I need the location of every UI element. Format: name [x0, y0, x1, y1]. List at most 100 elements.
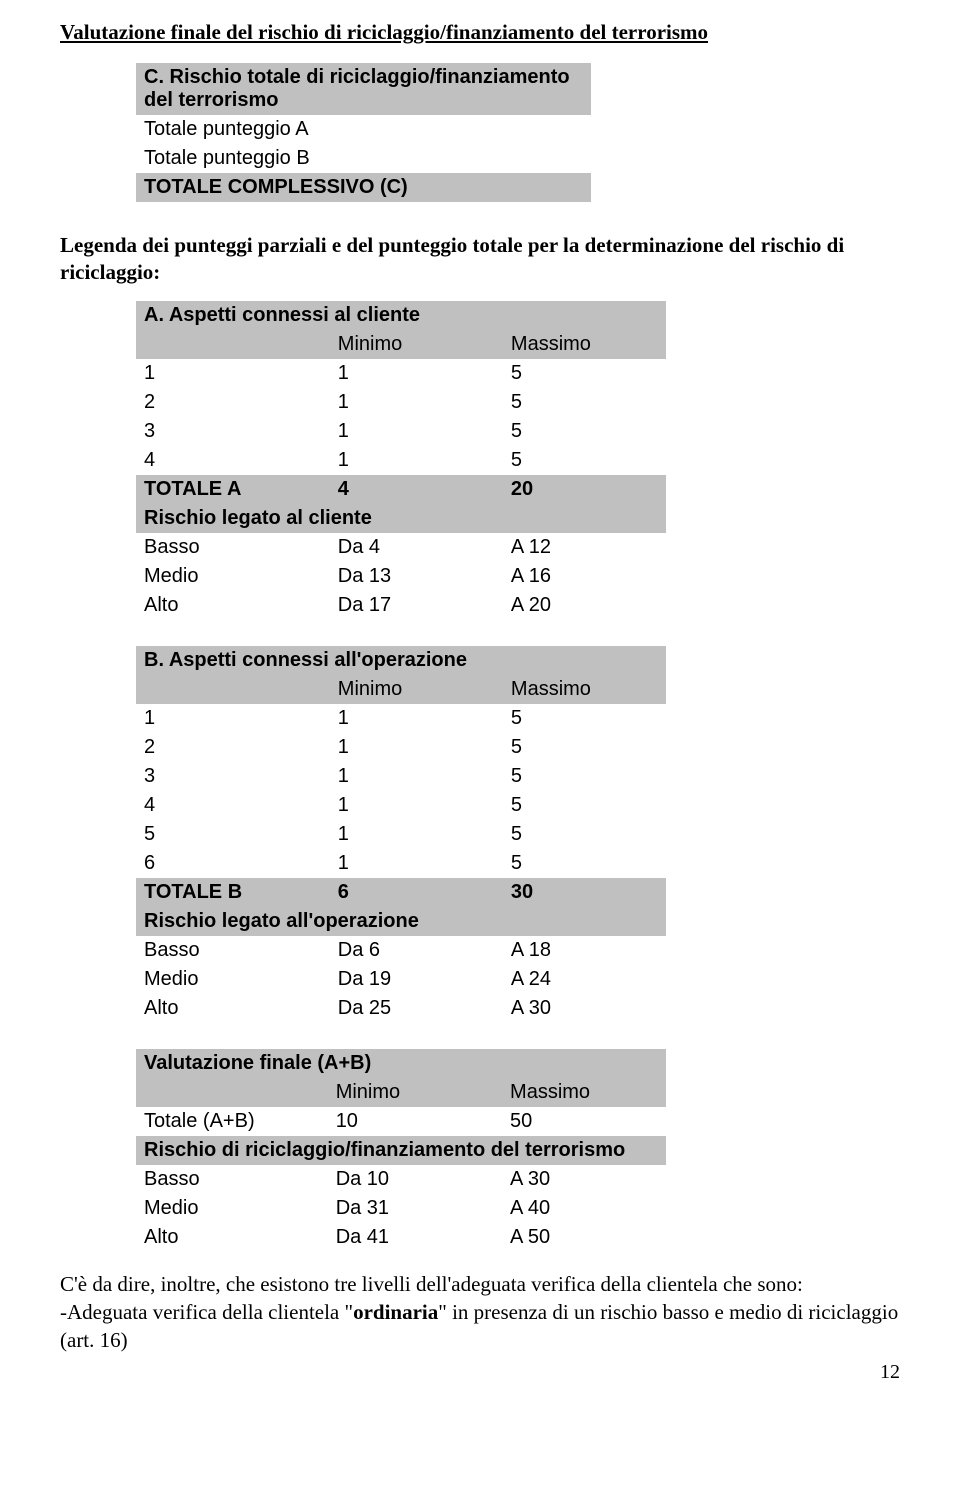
- table-row-cell: A 18: [503, 936, 666, 965]
- table-f-total: 50: [502, 1107, 666, 1136]
- table-row-cell: Da 17: [330, 591, 503, 620]
- table-row-cell: A 12: [503, 533, 666, 562]
- table-b-total: 30: [503, 878, 666, 907]
- table-a-total: 20: [503, 475, 666, 504]
- table-b: B. Aspetti connessi all'operazione Minim…: [136, 646, 666, 1023]
- table-row-cell: 1: [330, 446, 503, 475]
- table-row-cell: 5: [503, 704, 666, 733]
- paragraph-text: C'è da dire, inoltre, che esistono tre l…: [60, 1272, 803, 1296]
- table-row-cell: 1: [330, 417, 503, 446]
- table-a-total: 4: [330, 475, 503, 504]
- table-row-cell: 1: [330, 762, 503, 791]
- table-row-cell: 1: [330, 704, 503, 733]
- table-row-cell: 3: [136, 762, 330, 791]
- table-f-header: Valutazione finale (A+B): [136, 1049, 666, 1078]
- table-row-cell: 2: [136, 388, 330, 417]
- table-c-row-value: [476, 173, 591, 202]
- table-f-colhead: Massimo: [502, 1078, 666, 1107]
- table-f-risk-header: Rischio di riciclaggio/finanziamento del…: [136, 1136, 666, 1165]
- table-f-total: 10: [328, 1107, 502, 1136]
- table-row-cell: Alto: [136, 1223, 328, 1252]
- table-row-cell: Da 13: [330, 562, 503, 591]
- legend-text: Legenda dei punteggi parziali e del punt…: [60, 232, 900, 287]
- table-row-cell: Alto: [136, 591, 330, 620]
- table-final-wrap: Valutazione finale (A+B) Minimo Massimo …: [136, 1049, 900, 1252]
- table-a-wrap: A. Aspetti connessi al cliente Minimo Ma…: [136, 301, 900, 620]
- table-row-cell: 5: [136, 820, 330, 849]
- table-row-cell: 1: [330, 849, 503, 878]
- table-row-cell: Medio: [136, 562, 330, 591]
- table-a-colhead: Minimo: [330, 330, 503, 359]
- table-row-cell: 6: [136, 849, 330, 878]
- table-row-cell: A 16: [503, 562, 666, 591]
- table-row-cell: 5: [503, 359, 666, 388]
- table-row-cell: Da 31: [328, 1194, 502, 1223]
- table-c-row-label: Totale punteggio B: [136, 144, 476, 173]
- table-b-colhead: [136, 675, 330, 704]
- table-c-row-value: [476, 115, 591, 144]
- table-row-cell: 3: [136, 417, 330, 446]
- table-row-cell: 5: [503, 388, 666, 417]
- table-f-colhead: [136, 1078, 328, 1107]
- table-row-cell: Da 25: [330, 994, 503, 1023]
- table-b-colhead: Massimo: [503, 675, 666, 704]
- table-row-cell: 1: [330, 388, 503, 417]
- page-title: Valutazione finale del rischio di ricicl…: [60, 20, 900, 45]
- table-final: Valutazione finale (A+B) Minimo Massimo …: [136, 1049, 666, 1252]
- table-a: A. Aspetti connessi al cliente Minimo Ma…: [136, 301, 666, 620]
- table-b-wrap: B. Aspetti connessi all'operazione Minim…: [136, 646, 900, 1023]
- table-row-cell: Basso: [136, 1165, 328, 1194]
- table-row-cell: 5: [503, 849, 666, 878]
- paragraph-text: -Adeguata verifica della clientela ": [60, 1300, 353, 1324]
- table-c-row-label: TOTALE COMPLESSIVO (C): [136, 173, 476, 202]
- table-row-cell: 1: [330, 359, 503, 388]
- table-c-row-value: [476, 144, 591, 173]
- table-row-cell: 1: [136, 704, 330, 733]
- table-b-risk-header: Rischio legato all'operazione: [136, 907, 666, 936]
- table-a-colhead: [136, 330, 330, 359]
- table-a-total: TOTALE A: [136, 475, 330, 504]
- table-row-cell: A 50: [502, 1223, 666, 1252]
- table-c-row-label: Totale punteggio A: [136, 115, 476, 144]
- table-b-total: 6: [330, 878, 503, 907]
- table-c: C. Rischio totale di riciclaggio/finanzi…: [136, 63, 591, 202]
- table-row-cell: Alto: [136, 994, 330, 1023]
- table-row-cell: 5: [503, 417, 666, 446]
- table-b-colhead: Minimo: [330, 675, 503, 704]
- table-row-cell: Da 6: [330, 936, 503, 965]
- table-row-cell: Da 19: [330, 965, 503, 994]
- table-row-cell: Da 4: [330, 533, 503, 562]
- table-c-wrap: C. Rischio totale di riciclaggio/finanzi…: [136, 63, 900, 202]
- page-number: 12: [60, 1361, 900, 1384]
- table-row-cell: A 30: [502, 1165, 666, 1194]
- table-a-colhead: Massimo: [503, 330, 666, 359]
- table-row-cell: 5: [503, 791, 666, 820]
- body-paragraph: C'è da dire, inoltre, che esistono tre l…: [60, 1270, 900, 1355]
- table-c-header: C. Rischio totale di riciclaggio/finanzi…: [136, 63, 591, 115]
- table-f-total: Totale (A+B): [136, 1107, 328, 1136]
- table-row-cell: Basso: [136, 533, 330, 562]
- table-row-cell: 5: [503, 762, 666, 791]
- table-row-cell: 4: [136, 791, 330, 820]
- table-row-cell: Da 41: [328, 1223, 502, 1252]
- table-row-cell: A 20: [503, 591, 666, 620]
- table-row-cell: 2: [136, 733, 330, 762]
- table-row-cell: 1: [330, 791, 503, 820]
- table-row-cell: Basso: [136, 936, 330, 965]
- table-a-risk-header: Rischio legato al cliente: [136, 504, 666, 533]
- table-row-cell: 4: [136, 446, 330, 475]
- table-row-cell: 1: [330, 733, 503, 762]
- table-row-cell: 5: [503, 733, 666, 762]
- table-row-cell: 5: [503, 820, 666, 849]
- table-row-cell: A 30: [503, 994, 666, 1023]
- table-row-cell: 5: [503, 446, 666, 475]
- table-row-cell: A 40: [502, 1194, 666, 1223]
- table-row-cell: Medio: [136, 965, 330, 994]
- paragraph-bold: ordinaria: [353, 1300, 438, 1324]
- table-row-cell: Medio: [136, 1194, 328, 1223]
- table-a-header: A. Aspetti connessi al cliente: [136, 301, 666, 330]
- table-b-total: TOTALE B: [136, 878, 330, 907]
- table-row-cell: 1: [330, 820, 503, 849]
- table-row-cell: 1: [136, 359, 330, 388]
- table-f-colhead: Minimo: [328, 1078, 502, 1107]
